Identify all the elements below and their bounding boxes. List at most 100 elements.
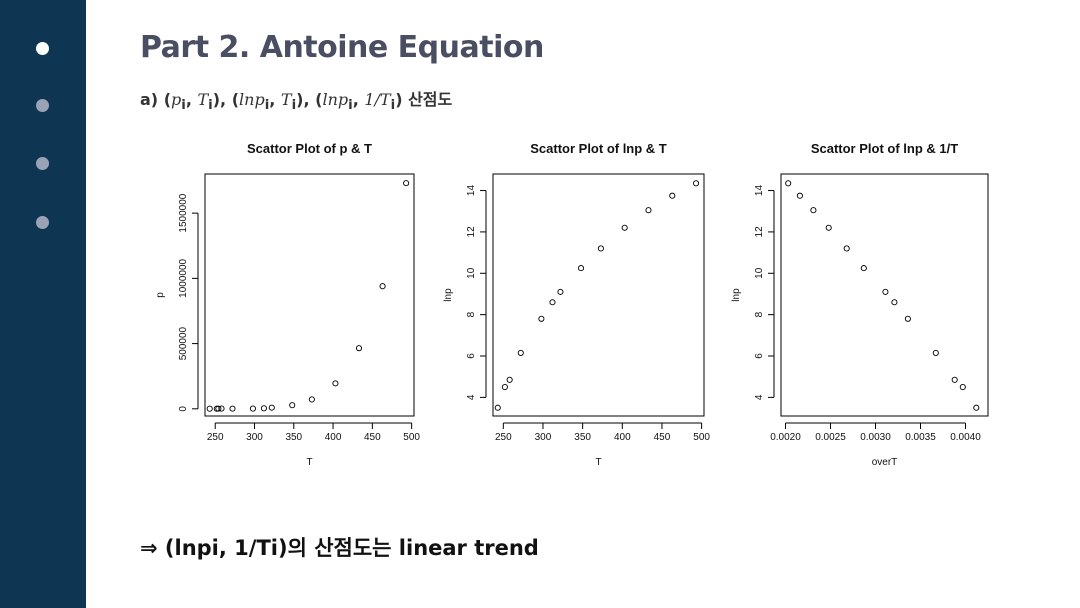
- x-axis-label: overT: [872, 457, 898, 468]
- data-point: [289, 402, 296, 409]
- x-tick-label: 450: [364, 432, 381, 443]
- nav-dot-1[interactable]: [36, 42, 49, 55]
- y-tick-label: 10: [466, 267, 477, 279]
- data-point: [260, 405, 267, 412]
- x-tick-label: 500: [693, 432, 710, 443]
- data-point: [932, 349, 939, 356]
- data-point: [557, 288, 564, 295]
- data-point: [843, 245, 850, 252]
- x-tick-label: 400: [614, 432, 631, 443]
- data-point: [379, 283, 386, 290]
- sidebar: [0, 0, 86, 608]
- data-point: [549, 299, 556, 306]
- data-point: [785, 180, 792, 187]
- data-point: [645, 207, 652, 214]
- nav-dot-3[interactable]: [36, 157, 49, 170]
- scatter-plot-2: Scattor Plot of lnp & T 250 300 350 400 450 50…: [443, 141, 710, 468]
- x-tick-label: 300: [535, 432, 552, 443]
- y-tick-label: 1000000: [178, 258, 189, 297]
- x-tick-label: 0.0030: [860, 432, 891, 443]
- y-tick-label: 8: [466, 311, 477, 317]
- data-point: [669, 192, 676, 199]
- x-tick-label: 500: [403, 432, 420, 443]
- x-tick-label: 250: [495, 432, 512, 443]
- data-point: [860, 265, 867, 272]
- x-tick-label: 0.0020: [770, 432, 801, 443]
- y-tick-label: 1500000: [178, 193, 189, 232]
- data-point: [494, 404, 501, 411]
- data-point: [891, 299, 898, 306]
- y-axis-label: lnp: [731, 288, 742, 302]
- data-point: [332, 380, 339, 387]
- y-tick-label: 6: [466, 353, 477, 359]
- y-tick-label: 14: [754, 185, 765, 197]
- subtitle-terms: (pi, Ti), (lnpi, Ti), (lnpi, 1/Ti): [163, 90, 409, 114]
- x-tick-label: 400: [325, 432, 342, 443]
- x-tick-label: 450: [654, 432, 671, 443]
- slide-title: Part 2. Antoine Equation: [140, 30, 544, 65]
- data-point: [268, 404, 275, 411]
- data-point: [308, 396, 315, 403]
- y-tick-label: 6: [754, 353, 765, 359]
- y-tick-label: 8: [754, 311, 765, 317]
- data-point: [229, 405, 236, 412]
- chart-title: Scattor Plot of lnp & T: [530, 141, 667, 156]
- data-point: [621, 224, 628, 231]
- x-tick-label: 350: [574, 432, 591, 443]
- y-tick-label: 4: [466, 394, 477, 400]
- data-point: [403, 180, 410, 187]
- data-point: [973, 404, 980, 411]
- data-point: [796, 192, 803, 199]
- y-tick-label: 4: [754, 394, 765, 400]
- data-point: [501, 383, 508, 391]
- nav-dot-2[interactable]: [36, 99, 49, 112]
- chart-title: Scattor Plot of p & T: [247, 141, 372, 156]
- y-tick-label: 10: [754, 267, 765, 279]
- data-point: [538, 315, 545, 322]
- subtitle-term: (lnpi, Ti),: [231, 90, 316, 114]
- y-tick-label: 12: [466, 226, 477, 238]
- nav-dot-4[interactable]: [36, 216, 49, 229]
- data-point: [517, 349, 524, 356]
- data-point: [597, 245, 604, 252]
- conclusion-text: ⇒ (lnpi, 1/Ti)의 산점도는 linear trend: [140, 536, 539, 560]
- data-point: [904, 315, 911, 322]
- x-tick-label: 0.0040: [950, 432, 981, 443]
- x-tick-label: 0.0035: [905, 432, 936, 443]
- data-point: [218, 405, 225, 412]
- subtitle-prefix: a): [140, 90, 159, 109]
- x-tick-label: 350: [285, 432, 302, 443]
- x-tick-label: 0.0025: [815, 432, 846, 443]
- data-point: [693, 180, 700, 187]
- data-point: [810, 207, 817, 214]
- data-point: [249, 405, 256, 412]
- y-tick-label: 12: [754, 226, 765, 238]
- data-point: [825, 224, 832, 231]
- x-tick-label: 300: [246, 432, 263, 443]
- subtitle-term: (pi, Ti),: [163, 90, 232, 114]
- data-point: [215, 405, 222, 412]
- slide-subtitle: a) (pi, Ti), (lnpi, Ti), (lnpi, 1/Ti) 산점…: [140, 86, 452, 113]
- x-tick-label: 250: [207, 432, 224, 443]
- x-axis-label: T: [595, 457, 601, 468]
- y-tick-label: 500000: [178, 326, 189, 360]
- x-axis-label: T: [306, 457, 312, 468]
- data-point: [577, 265, 585, 272]
- y-tick-label: 14: [466, 185, 477, 197]
- data-point: [882, 288, 889, 295]
- chart-title: Scattor Plot of lnp & 1/T: [811, 141, 958, 156]
- y-axis-label: lnp: [443, 288, 454, 302]
- plot-frame: [492, 173, 705, 417]
- plot-frame: [780, 173, 989, 417]
- y-axis-label: p: [155, 292, 166, 298]
- subtitle-term: (lnpi, 1/Ti): [315, 90, 409, 114]
- data-point: [959, 383, 966, 391]
- y-tick-label: 0: [178, 406, 189, 412]
- plot-frame: [204, 173, 415, 417]
- data-point: [506, 376, 513, 383]
- data-point: [355, 345, 363, 352]
- data-point: [951, 376, 958, 383]
- data-point: [206, 405, 213, 412]
